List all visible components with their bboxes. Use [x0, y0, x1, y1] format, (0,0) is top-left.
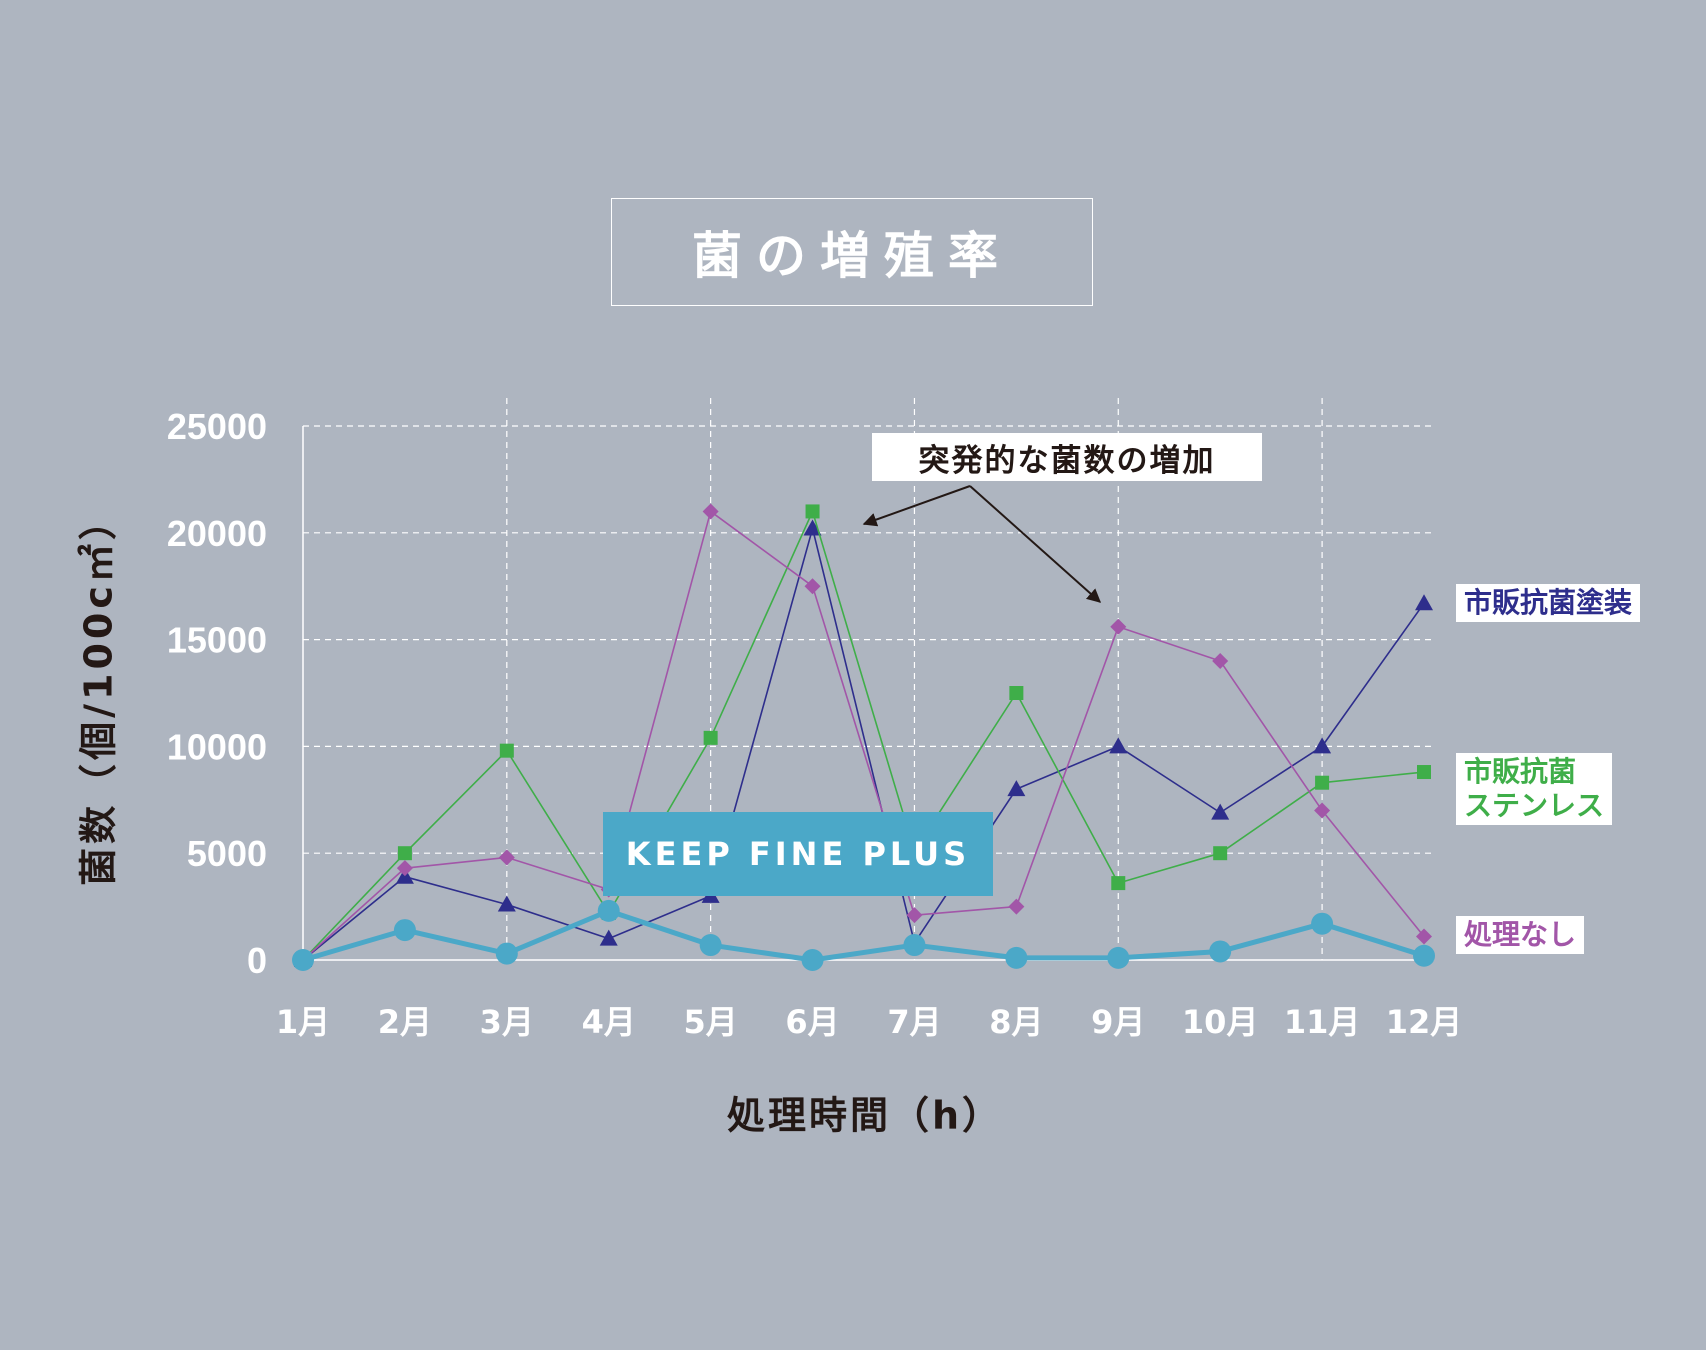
data-point — [292, 949, 314, 971]
series-line — [302, 510, 1425, 961]
data-point — [1209, 940, 1232, 963]
x-tick-label: 5月 — [683, 1003, 737, 1041]
data-point — [703, 730, 718, 745]
x-tick-label: 10月 — [1182, 1003, 1259, 1041]
data-point — [1008, 898, 1025, 915]
x-tick-label: 1月 — [276, 1003, 330, 1041]
data-point — [1009, 686, 1024, 700]
chart-title-text: 菌の増殖率 — [692, 227, 1012, 285]
legend-coating-text: 市販抗菌塗装 — [1464, 586, 1633, 619]
x-tick-label: 3月 — [480, 1003, 534, 1041]
series-3 — [292, 899, 1435, 971]
data-point — [1212, 652, 1229, 669]
data-point — [803, 519, 822, 536]
data-point — [497, 895, 516, 912]
data-point — [1415, 594, 1433, 611]
x-axis-label: 処理時間（h） — [726, 1093, 1004, 1138]
y-tick-label: 25000 — [167, 406, 267, 447]
y-tick-label: 20000 — [167, 513, 267, 554]
data-point — [1007, 780, 1026, 797]
data-point — [597, 899, 620, 922]
x-tick-label: 9月 — [1091, 1003, 1145, 1041]
data-point — [1313, 737, 1332, 754]
x-tick-label: 7月 — [887, 1003, 941, 1041]
legend-untreated-text: 処理なし — [1464, 918, 1577, 951]
data-point — [702, 503, 719, 520]
data-point — [1416, 928, 1432, 945]
chart-title: 菌の増殖率 — [611, 198, 1093, 306]
annotation-callout: 突発的な菌数の増加 — [872, 433, 1262, 481]
y-tick-label: 15000 — [167, 620, 267, 661]
data-point — [393, 919, 416, 942]
data-point — [396, 860, 413, 877]
data-point — [1314, 802, 1331, 819]
y-tick-label: 0 — [247, 940, 267, 981]
data-point — [903, 934, 926, 957]
annotation-arrow-left — [862, 485, 971, 527]
data-point — [499, 743, 514, 758]
legend-stainless-line2: ステンレス — [1464, 789, 1605, 822]
annotation-arrow-right — [969, 485, 1102, 603]
y-axis-label: 菌数（個/100c㎡） — [76, 498, 121, 886]
data-point — [498, 849, 515, 866]
data-point — [1315, 775, 1330, 790]
series-line — [302, 510, 1425, 961]
data-point — [1111, 876, 1126, 891]
series-0 — [294, 519, 1433, 967]
x-tick-label: 8月 — [989, 1003, 1043, 1041]
series-line — [302, 908, 1425, 963]
legend-untreated: 処理なし — [1456, 916, 1585, 954]
legend-stainless: 市販抗菌 ステンレス — [1456, 753, 1613, 825]
y-tick-label: 5000 — [187, 833, 267, 874]
data-point — [1005, 946, 1028, 969]
data-point — [1109, 737, 1128, 754]
data-point — [495, 942, 518, 965]
data-point — [1110, 618, 1127, 635]
data-point — [805, 504, 820, 519]
data-point — [1413, 944, 1435, 967]
data-point — [1211, 803, 1230, 820]
data-point — [804, 578, 821, 595]
x-tick-label: 4月 — [582, 1003, 636, 1041]
x-tick-label: 12月 — [1386, 1003, 1463, 1041]
legend-coating: 市販抗菌塗装 — [1456, 584, 1641, 622]
series-line — [302, 527, 1425, 961]
legend-stainless-line1: 市販抗菌 — [1464, 755, 1577, 788]
x-tick-label: 2月 — [378, 1003, 432, 1041]
x-tick-label: 6月 — [785, 1003, 839, 1041]
y-tick-label: 10000 — [167, 726, 267, 767]
data-point — [801, 949, 824, 971]
data-point — [397, 846, 412, 861]
data-point — [1213, 846, 1228, 861]
data-point — [1107, 946, 1130, 969]
data-point — [699, 934, 722, 957]
x-tick-label: 11月 — [1284, 1003, 1361, 1041]
data-point — [906, 907, 923, 924]
data-point — [1417, 765, 1431, 780]
keep-fine-plus-label: KEEP FINE PLUS — [603, 812, 993, 896]
data-point — [599, 929, 618, 946]
data-point — [1311, 912, 1334, 935]
